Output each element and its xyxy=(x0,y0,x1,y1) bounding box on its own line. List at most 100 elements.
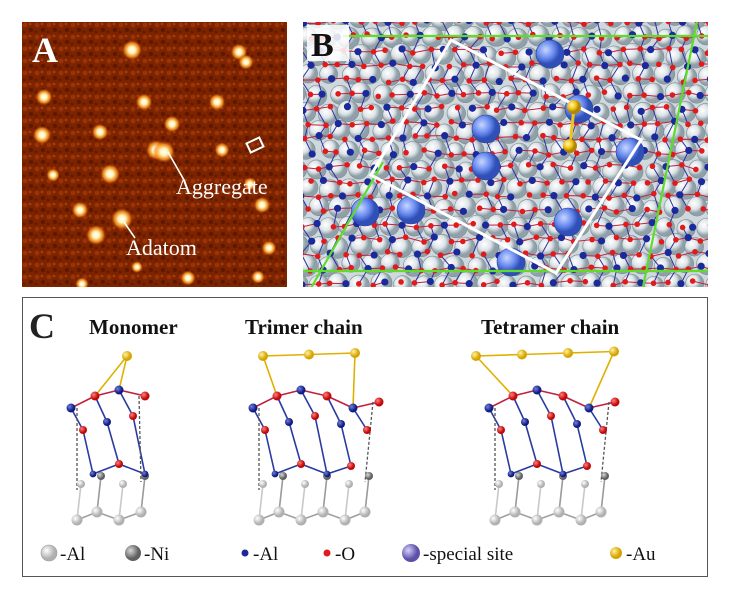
o-atom xyxy=(452,279,458,286)
o-atom xyxy=(461,151,467,157)
oxide-atom xyxy=(484,403,494,413)
surface-atom xyxy=(642,199,662,219)
al-atom xyxy=(651,133,659,141)
o-atom xyxy=(524,280,531,286)
al-atom xyxy=(691,135,699,144)
oxide-atom xyxy=(79,426,87,434)
o-atom xyxy=(624,22,631,26)
o-atom xyxy=(396,164,403,171)
o-atom xyxy=(672,180,678,186)
bond xyxy=(562,395,578,425)
o-atom xyxy=(573,150,580,156)
al-large-atom xyxy=(359,506,371,518)
o-atom xyxy=(413,224,420,231)
au-dimer xyxy=(563,100,581,153)
o-atom xyxy=(460,91,467,98)
bond xyxy=(500,429,512,475)
o-atom xyxy=(575,60,581,66)
o-atom xyxy=(447,206,454,212)
oxide-atom xyxy=(89,470,97,478)
o-atom xyxy=(694,191,701,198)
al-atom xyxy=(706,76,708,82)
o-atom xyxy=(480,282,487,287)
o-atom xyxy=(451,190,458,197)
al-atom xyxy=(671,206,679,215)
bond xyxy=(582,138,599,141)
ni-atom xyxy=(301,480,309,488)
o-atom xyxy=(626,92,633,99)
o-atom xyxy=(490,206,497,213)
oxide-atom xyxy=(584,403,594,413)
surface-atom xyxy=(518,158,538,178)
bond xyxy=(623,48,641,50)
oxide-atom xyxy=(533,460,541,468)
al-atom xyxy=(468,104,477,112)
oxide-atom xyxy=(507,470,515,478)
o-atom xyxy=(303,164,308,171)
al-atom xyxy=(628,204,636,213)
al-atom xyxy=(507,193,515,201)
al-atom xyxy=(308,237,316,245)
al-atom xyxy=(678,22,687,26)
al-atom xyxy=(642,235,651,243)
o-atom xyxy=(335,91,341,97)
trimer-title: Trimer chain xyxy=(245,315,363,339)
o-atom xyxy=(650,280,657,287)
bond xyxy=(274,463,302,475)
o-atom xyxy=(707,283,708,287)
al-atom xyxy=(458,121,467,129)
oxide-atom xyxy=(261,426,269,434)
o-atom xyxy=(342,136,348,143)
o-atom xyxy=(547,235,553,242)
bond xyxy=(562,395,590,409)
bond xyxy=(550,415,564,475)
o-atom xyxy=(334,61,341,68)
bond xyxy=(326,395,354,409)
o-atom xyxy=(348,264,354,271)
o-atom xyxy=(685,205,691,212)
o-atom xyxy=(669,92,676,98)
al-atom xyxy=(593,279,601,287)
o-atom xyxy=(453,135,460,141)
special-site-atom xyxy=(471,151,501,181)
stm-spot xyxy=(110,207,134,231)
bond xyxy=(140,475,146,513)
stm-image-svg: A Aggregate Adatom xyxy=(22,22,287,287)
al-atom xyxy=(619,251,628,260)
stm-spot xyxy=(35,88,53,106)
legend-al-large-swatch xyxy=(40,544,58,562)
legend-o-swatch xyxy=(323,549,331,557)
stm-spot xyxy=(99,163,121,185)
o-atom xyxy=(515,89,522,96)
o-atom xyxy=(451,46,458,53)
legend-au: -Au xyxy=(626,544,656,565)
o-atom xyxy=(663,104,670,110)
al-atom xyxy=(399,134,407,142)
o-atom xyxy=(313,105,320,112)
bond xyxy=(288,421,302,465)
o-atom xyxy=(375,93,382,100)
o-atom xyxy=(666,45,672,52)
o-atom xyxy=(326,280,333,287)
o-atom xyxy=(343,251,349,258)
bond xyxy=(524,107,544,111)
o-atom xyxy=(637,46,644,52)
bond xyxy=(92,463,120,475)
bond xyxy=(596,207,605,226)
al-atom xyxy=(500,118,508,127)
o-atom xyxy=(411,280,418,286)
o-atom xyxy=(441,163,448,170)
al-large-atom xyxy=(253,514,265,526)
ni-atom xyxy=(279,472,287,480)
o-atom xyxy=(385,79,392,86)
o-atom xyxy=(411,106,418,112)
o-atom xyxy=(419,63,426,70)
al-atom xyxy=(677,280,685,287)
stm-spot xyxy=(46,168,60,182)
oxide-atom xyxy=(248,403,258,413)
oxide-atom xyxy=(347,462,355,470)
al-large-atom xyxy=(575,514,587,526)
oxide-atom xyxy=(115,460,123,468)
o-atom xyxy=(697,120,704,127)
al-atom xyxy=(539,77,547,85)
